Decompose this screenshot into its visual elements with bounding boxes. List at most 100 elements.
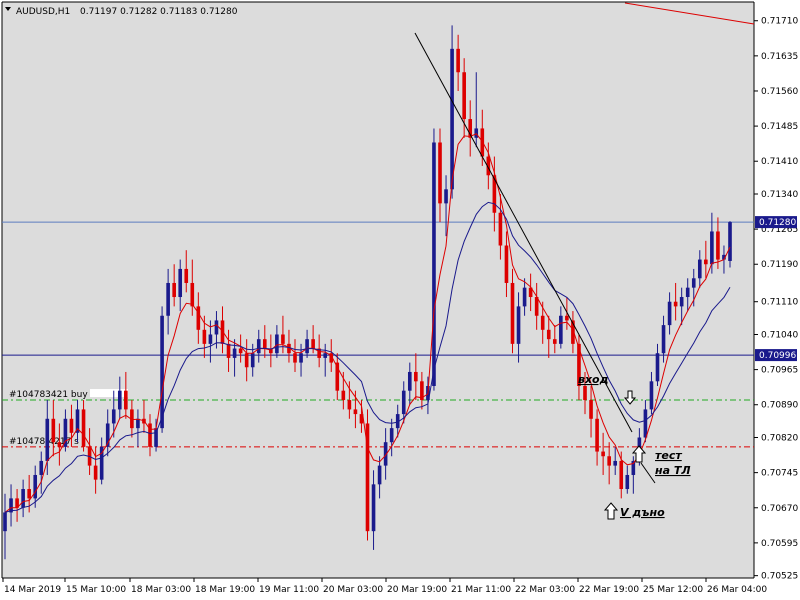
y-tick-label: 0.71635 (761, 52, 798, 62)
candle-body (136, 418, 140, 429)
x-tick-label: 15 Mar 10:00 (66, 585, 126, 595)
x-tick-label: 18 Mar 03:00 (131, 585, 191, 595)
candle-body (275, 334, 279, 354)
candle-body (728, 222, 732, 261)
candle-body (595, 418, 599, 452)
candle-body (99, 446, 104, 480)
candle-body (51, 418, 56, 443)
candle-body (444, 189, 448, 204)
candle-body (172, 282, 176, 298)
candle-body (492, 175, 497, 213)
drawings-layer: вход тест на ТЛ V дъно (414, 2, 755, 520)
candle-body (359, 414, 364, 424)
candle-body (625, 474, 630, 490)
candle-body (287, 343, 291, 354)
candle-body (552, 339, 557, 344)
candle-body (117, 390, 122, 410)
axis-background (754, 2, 800, 600)
candle-body (540, 315, 545, 330)
y-tick-label: 0.70525 (761, 572, 798, 582)
up-arrow-icon[interactable] (631, 445, 647, 463)
candle-body (244, 353, 249, 368)
annotation-connector (640, 462, 656, 484)
trendline[interactable] (414, 32, 633, 433)
time-axis: 14 Mar 2019 15 Mar 10:00 18 Mar 03:00 18 Ma… (2, 578, 767, 595)
candle-body (202, 329, 207, 344)
x-tick-label: 20 Mar 19:00 (387, 585, 447, 595)
candle-body (432, 142, 436, 386)
candle-body (208, 334, 213, 344)
y-tick-label: 0.71410 (761, 157, 798, 167)
candle-body (710, 231, 714, 265)
plot-background (2, 2, 754, 578)
annotation-text[interactable]: вход (578, 373, 609, 386)
candle-body (81, 409, 86, 447)
candle-body (341, 390, 346, 401)
ma-fast-line (4, 133, 731, 513)
candle-body (667, 301, 672, 326)
red-trendline[interactable] (624, 2, 755, 25)
candle-body (166, 282, 170, 316)
candle-body (124, 390, 128, 410)
up-arrow-icon[interactable] (603, 502, 619, 520)
candle-body (232, 348, 237, 358)
candle-body (111, 409, 116, 424)
annotation-text[interactable]: V дъно (620, 506, 665, 519)
chart-header: AUDUSD,H1 0.71197 0.71282 0.71183 0.7128… (5, 7, 238, 17)
candle-body (498, 212, 503, 246)
candle-body (716, 231, 720, 260)
candle-body (293, 353, 297, 363)
stop-order-label: #10478-4217 s (9, 437, 79, 447)
candle-body (317, 348, 321, 358)
candle-body (577, 343, 581, 386)
candle-body (33, 474, 38, 499)
symbol-label: AUDUSD,H1 (16, 7, 70, 17)
candle-body (414, 371, 418, 382)
candle-body (130, 409, 134, 429)
candle-body (69, 418, 74, 433)
candle-body (486, 156, 491, 176)
annotation-text[interactable]: на ТЛ (655, 464, 691, 477)
candle-body (395, 414, 400, 429)
ohlc-label: 0.71197 0.71282 0.71183 0.71280 (80, 7, 238, 17)
annotation-text[interactable]: тест (655, 449, 682, 462)
candle-body (160, 315, 164, 429)
candle-body (691, 278, 696, 288)
candle-body (510, 282, 515, 344)
candle-body (468, 119, 473, 138)
candle-body (269, 348, 273, 354)
candle-body (39, 460, 44, 475)
order-label-mask (90, 389, 128, 398)
candle-body (21, 489, 25, 508)
y-tick-label: 0.70595 (761, 539, 798, 549)
candle-body (250, 353, 255, 368)
candle-body (655, 353, 660, 382)
down-arrow-icon[interactable] (623, 390, 637, 405)
y-tick-label: 0.71040 (761, 330, 798, 340)
moving-averages-layer (4, 133, 731, 513)
y-tick-label: 0.71485 (761, 122, 798, 132)
candle-body (456, 48, 460, 73)
candle-body (673, 301, 678, 307)
chevron-down-icon[interactable] (5, 7, 11, 11)
candle-body (450, 48, 454, 190)
candle-body (619, 460, 624, 490)
candle-body (697, 259, 702, 279)
current-price-marker (755, 216, 797, 229)
candle-body (148, 423, 152, 447)
candle-body (323, 353, 328, 358)
x-tick-label: 14 Mar 2019 (4, 585, 61, 595)
candle-body (438, 142, 442, 204)
candle-body (311, 339, 315, 349)
candle-body (371, 484, 376, 532)
y-tick-label: 0.70745 (761, 469, 798, 479)
buy-order-label: #104783421 buy (9, 390, 88, 400)
candle-body (63, 418, 68, 447)
y-tick-label: 0.71710 (761, 17, 798, 27)
candle-body (365, 423, 370, 532)
x-tick-label: 22 Mar 03:00 (515, 585, 575, 595)
x-tick-label: 22 Mar 19:00 (579, 585, 639, 595)
line-price-label: 0.70996 (759, 351, 796, 361)
